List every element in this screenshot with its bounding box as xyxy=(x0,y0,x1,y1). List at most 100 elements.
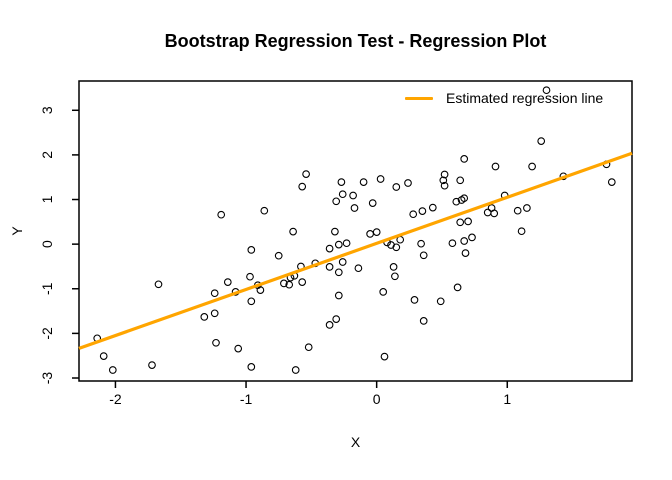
data-point xyxy=(99,352,108,360)
data-point xyxy=(274,251,283,260)
data-point xyxy=(298,182,307,191)
data-point xyxy=(212,338,220,347)
data-point xyxy=(210,289,219,298)
data-point xyxy=(409,210,418,219)
data-point xyxy=(391,272,399,281)
legend-line-sample xyxy=(405,96,433,100)
data-point xyxy=(440,181,449,190)
data-point xyxy=(517,227,526,236)
data-point xyxy=(280,279,288,288)
data-point xyxy=(108,366,117,374)
data-point xyxy=(260,206,269,215)
data-point xyxy=(460,155,469,163)
data-point xyxy=(418,207,427,215)
data-point xyxy=(217,210,226,219)
plot-box xyxy=(78,80,633,382)
data-point xyxy=(456,176,465,185)
data-point xyxy=(410,296,419,304)
data-point xyxy=(490,209,499,218)
data-point xyxy=(372,228,381,236)
data-point xyxy=(325,263,334,271)
data-point xyxy=(440,170,449,179)
data-point xyxy=(200,313,209,321)
data-point xyxy=(452,197,461,206)
data-point xyxy=(419,251,428,260)
data-point xyxy=(439,176,448,185)
data-point xyxy=(256,286,265,294)
data-point xyxy=(417,239,425,248)
legend: Estimated regression line xyxy=(405,90,603,106)
data-point xyxy=(332,315,341,323)
data-point xyxy=(366,230,374,238)
data-point xyxy=(448,239,457,248)
data-point xyxy=(542,86,551,95)
data-point xyxy=(389,263,398,271)
data-point xyxy=(247,297,256,306)
data-point xyxy=(285,280,294,289)
data-point xyxy=(513,206,522,215)
chart-title: Bootstrap Regression Test - Regression P… xyxy=(164,31,547,51)
data-point xyxy=(379,288,388,296)
data-point xyxy=(302,170,310,178)
data-point xyxy=(460,194,469,203)
data-point xyxy=(334,291,343,300)
data-point xyxy=(234,344,243,353)
data-point xyxy=(461,249,470,257)
data-point xyxy=(368,199,377,207)
x-tick-label: -1 xyxy=(240,391,253,407)
x-tick-label: 1 xyxy=(503,391,511,407)
x-axis-label: X xyxy=(350,434,361,450)
y-tick-label: 2 xyxy=(39,151,55,159)
y-tick-label: -3 xyxy=(39,372,55,385)
y-tick-label: 3 xyxy=(39,106,55,114)
data-point xyxy=(334,268,343,277)
data-point xyxy=(298,278,307,286)
data-point xyxy=(456,218,465,227)
legend-label: Estimated regression line xyxy=(446,90,604,106)
data-point xyxy=(523,204,531,212)
data-point xyxy=(464,217,472,226)
data-point xyxy=(325,244,334,253)
data-point xyxy=(332,197,341,206)
data-point xyxy=(334,240,343,249)
data-point xyxy=(349,191,357,200)
data-point xyxy=(247,246,256,254)
y-tick-label: 1 xyxy=(39,195,55,203)
data-point xyxy=(338,258,347,266)
data-point xyxy=(376,175,385,183)
y-tick-label: -2 xyxy=(39,327,55,340)
data-point xyxy=(359,178,368,186)
data-point xyxy=(380,352,389,361)
data-point xyxy=(350,204,359,212)
data-point xyxy=(223,278,232,286)
data-point xyxy=(392,243,401,252)
data-point xyxy=(528,162,536,171)
x-tick-label: -2 xyxy=(109,391,122,407)
data-point xyxy=(337,178,346,186)
data-point xyxy=(246,272,254,281)
data-point xyxy=(154,280,163,289)
data-point xyxy=(289,227,297,236)
data-point xyxy=(537,137,546,145)
data-point xyxy=(483,208,492,217)
data-point xyxy=(428,203,437,212)
data-point xyxy=(331,227,339,236)
data-point xyxy=(404,179,412,187)
x-tick-label: 0 xyxy=(373,391,381,407)
data-point xyxy=(491,162,500,171)
data-point xyxy=(291,366,300,374)
y-tick-label: -1 xyxy=(39,282,55,295)
data-point xyxy=(210,309,219,318)
y-tick-label: 0 xyxy=(39,240,55,248)
data-point xyxy=(607,178,616,186)
data-point xyxy=(453,283,462,292)
data-point xyxy=(338,190,347,199)
y-axis-label: Y xyxy=(9,226,25,236)
data-point xyxy=(325,321,334,329)
data-point xyxy=(460,237,469,245)
data-point xyxy=(419,317,428,325)
data-point xyxy=(304,343,313,352)
data-point xyxy=(468,233,476,242)
